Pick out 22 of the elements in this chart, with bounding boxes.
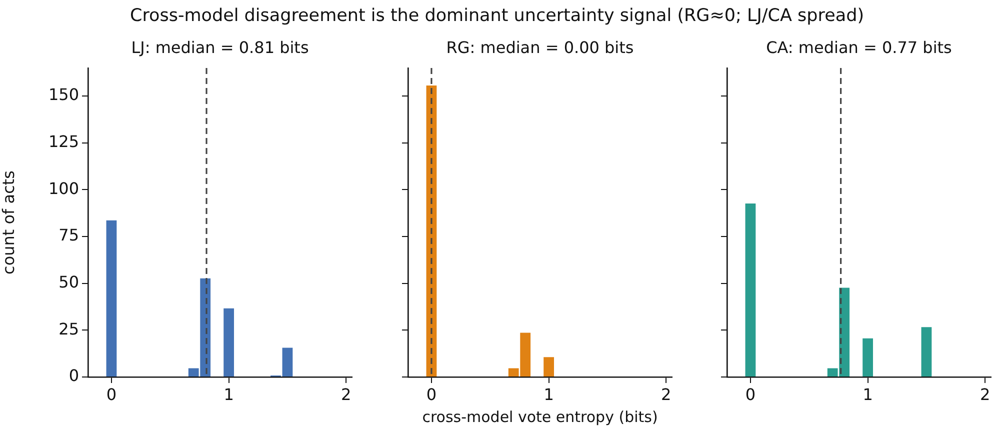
y-tick-label: 100 — [48, 178, 79, 198]
x-tick-label: 0 — [745, 384, 756, 404]
x-tick-label: 2 — [980, 384, 990, 404]
text: Cross-model disagreement is the dominant uncertainty signal (RG≈0; LJ/CA spread) — [128, 6, 866, 26]
x-tick-label: 2 — [661, 384, 672, 404]
y-tick-label: 150 — [48, 85, 79, 104]
chart-title: LJ: median = 0.81 bits — [130, 38, 310, 57]
y-tick-label: 25 — [58, 319, 79, 338]
x-tick-label: 1 — [544, 384, 554, 404]
y-tick-label: 75 — [58, 226, 79, 245]
y-tick-label: 125 — [48, 132, 79, 152]
x-tick-label: 1 — [862, 384, 873, 404]
y-tick-label: 50 — [58, 272, 79, 292]
x-tick-label: 0 — [106, 384, 117, 404]
y-tick-label: 0 — [68, 366, 79, 386]
chart-title: RG: median = 0.00 bits — [445, 38, 635, 57]
x-tick-label: 0 — [426, 384, 437, 404]
x-axis-title: cross-model vote entropy (bits) — [422, 408, 658, 426]
x-tick-label: 1 — [224, 384, 234, 404]
chart-title: CA: median = 0.77 bits — [765, 38, 953, 57]
x-tick-label: 2 — [341, 384, 352, 404]
y-axis-title: count of acts — [0, 170, 18, 274]
